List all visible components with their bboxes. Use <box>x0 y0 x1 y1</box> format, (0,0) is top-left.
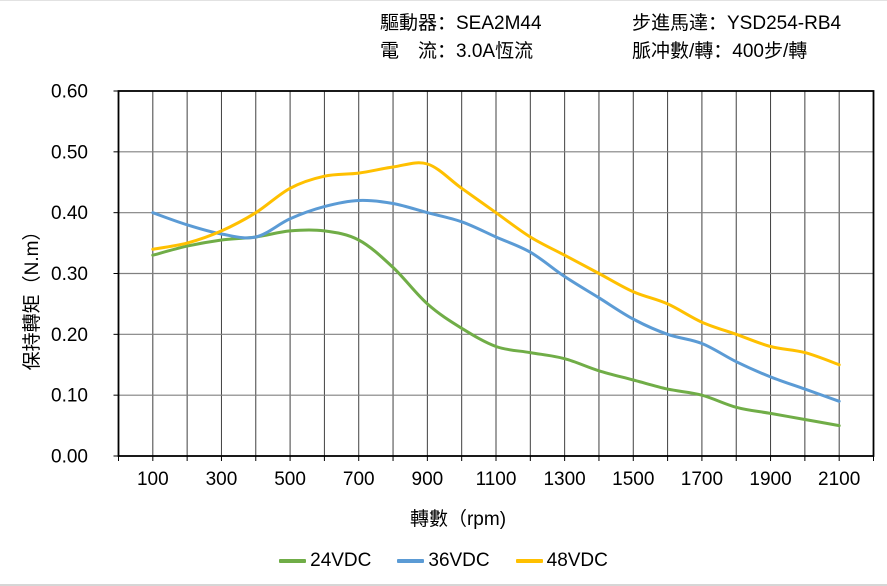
svg-text:1300: 1300 <box>543 469 585 490</box>
svg-text:0.40: 0.40 <box>51 203 88 224</box>
header-motor: 步進馬達：YSD254-RB4 <box>632 13 842 34</box>
header-pulses: 脈冲數/轉：400步/轉 <box>632 41 808 62</box>
svg-text:0.00: 0.00 <box>51 447 88 468</box>
window-bottom-edge <box>0 584 887 586</box>
header-driver: 驅動器：SEA2M44 <box>380 13 542 34</box>
plot-border <box>117 90 875 457</box>
legend-item-48vdc: 48VDC <box>515 548 608 574</box>
legend-item-36vdc: 36VDC <box>397 548 490 574</box>
svg-text:0.50: 0.50 <box>51 142 88 163</box>
svg-text:0.30: 0.30 <box>51 264 88 285</box>
svg-text:700: 700 <box>343 469 375 490</box>
svg-text:500: 500 <box>274 469 306 490</box>
legend-line-24vdc <box>279 559 307 563</box>
svg-text:1500: 1500 <box>612 469 654 490</box>
svg-text:900: 900 <box>412 469 444 490</box>
svg-text:100: 100 <box>137 469 169 490</box>
svg-text:1100: 1100 <box>476 469 517 490</box>
svg-text:300: 300 <box>206 469 238 490</box>
legend-line-48vdc <box>515 559 543 563</box>
chart-legend: 24VDC 36VDC 48VDC <box>0 548 887 574</box>
y-axis-title: 保持轉矩（N.m） <box>21 222 43 371</box>
svg-text:2100: 2100 <box>818 469 860 490</box>
legend-label-36vdc: 36VDC <box>428 550 490 571</box>
y-tick-labels: 0.00 0.10 0.20 0.30 0.40 0.50 0.60 <box>51 82 88 468</box>
svg-text:0.10: 0.10 <box>51 386 88 407</box>
svg-text:1900: 1900 <box>749 469 791 490</box>
x-axis-title: 轉數（rpm) <box>410 508 506 530</box>
svg-text:1700: 1700 <box>681 469 723 490</box>
legend-label-48vdc: 48VDC <box>546 550 608 571</box>
legend-line-36vdc <box>397 559 425 563</box>
header-current: 電 流：3.0A恆流 <box>380 41 534 62</box>
svg-text:0.60: 0.60 <box>51 82 88 103</box>
svg-text:0.20: 0.20 <box>51 325 88 346</box>
axis-ticks <box>113 90 874 461</box>
legend-label-24vdc: 24VDC <box>310 550 372 571</box>
legend-item-24vdc: 24VDC <box>279 548 371 574</box>
series-line-24vdc <box>151 228 841 428</box>
x-tick-labels: 100 300 500 700 900 1100 1300 1500 1700 1900 2100 <box>137 469 860 490</box>
series-line-48vdc <box>151 161 841 367</box>
series-line-36vdc <box>151 198 841 403</box>
